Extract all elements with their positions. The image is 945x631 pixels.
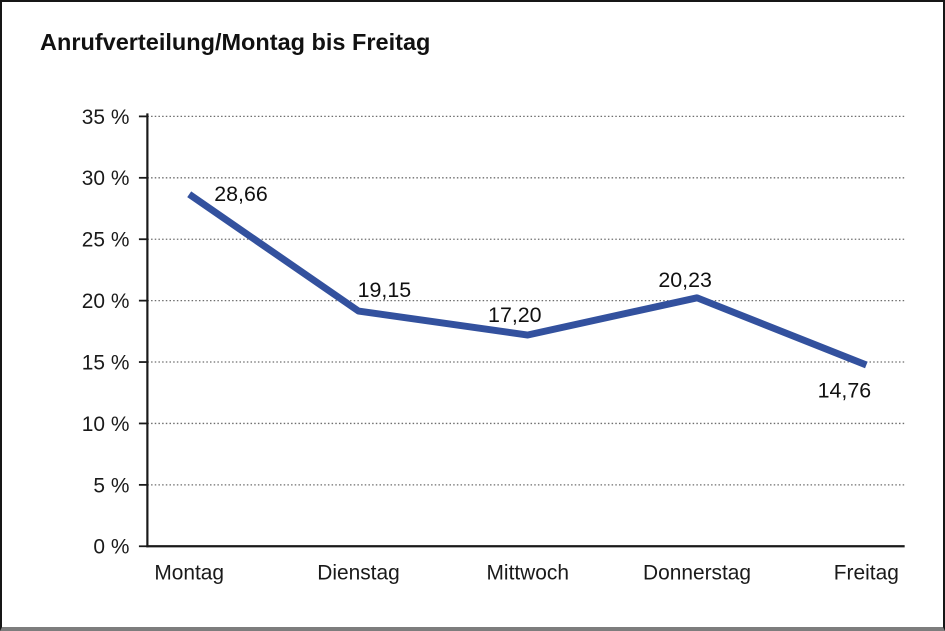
x-category-label: Donnerstag [643, 562, 751, 585]
chart-title: Anrufverteilung/Montag bis Freitag [40, 29, 431, 55]
data-series-line [187, 191, 868, 369]
x-category-label: Dienstag [317, 562, 399, 585]
y-tick-label: 5 % [93, 474, 129, 497]
x-category-label: Montag [154, 562, 224, 585]
y-tick-label: 30 % [82, 167, 130, 190]
y-tick-label: 25 % [82, 229, 130, 252]
data-point-label: 20,23 [658, 268, 712, 292]
y-tick-label: 15 % [82, 352, 130, 375]
data-point-label: 17,20 [488, 303, 542, 327]
x-category-label: Freitag [834, 562, 899, 585]
x-category-label: Mittwoch [487, 562, 569, 585]
y-tick-label: 0 % [93, 536, 129, 559]
data-point-label: 14,76 [818, 379, 872, 403]
y-tick-label: 20 % [82, 290, 130, 313]
data-point-label: 19,15 [358, 278, 412, 302]
data-point-label: 28,66 [214, 182, 268, 206]
y-tick-label: 35 % [82, 106, 130, 129]
y-tick-label: 10 % [82, 413, 130, 436]
